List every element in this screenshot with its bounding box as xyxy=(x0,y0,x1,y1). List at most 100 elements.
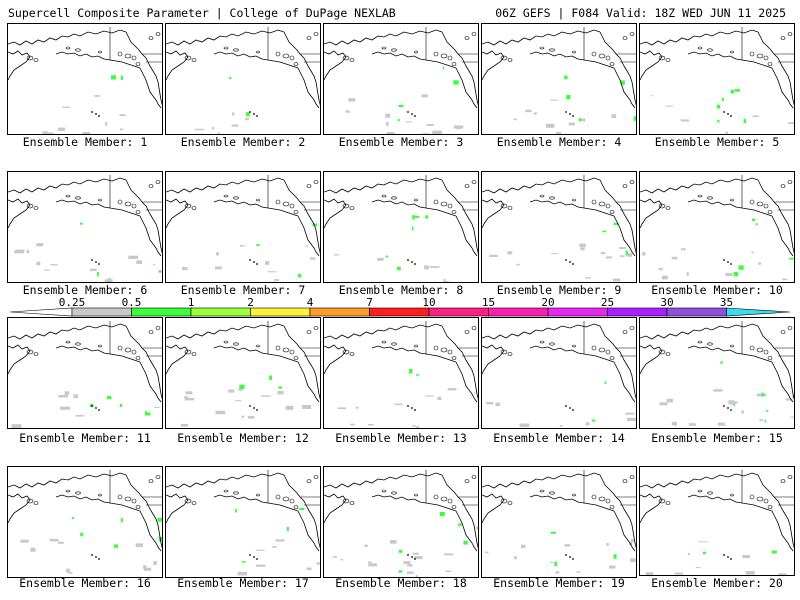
island-outline xyxy=(293,505,299,509)
island-outline xyxy=(629,475,635,479)
low-value-shading xyxy=(681,248,686,251)
low-value-shading xyxy=(355,406,359,409)
low-value-shading xyxy=(671,256,678,260)
island-outline xyxy=(440,347,448,353)
island-outline xyxy=(433,494,439,500)
island-outline xyxy=(727,556,729,558)
island-outline xyxy=(622,36,628,40)
coastline xyxy=(166,493,189,524)
island-outline xyxy=(658,203,666,209)
map-panel xyxy=(639,317,795,429)
island-outline xyxy=(665,58,671,62)
coastline xyxy=(640,198,663,229)
moderate-value-shading xyxy=(145,411,147,416)
map-basemap xyxy=(482,27,636,134)
low-value-shading xyxy=(394,403,403,406)
low-value-shading xyxy=(568,122,575,126)
coastline xyxy=(599,179,636,254)
island-outline xyxy=(723,554,725,556)
low-value-shading xyxy=(240,245,245,247)
island-outline xyxy=(98,263,100,265)
coastline xyxy=(599,31,636,106)
coastline xyxy=(529,199,615,217)
map-basemap xyxy=(8,321,162,428)
low-value-shading xyxy=(782,278,787,281)
island-outline xyxy=(289,349,295,355)
low-value-shading xyxy=(105,122,108,126)
island-outline xyxy=(447,498,453,504)
colorbar-segment xyxy=(488,307,549,317)
coastline xyxy=(441,31,478,106)
island-outline xyxy=(155,326,161,330)
low-value-shading xyxy=(368,424,374,426)
coastline xyxy=(139,67,162,109)
island-outline xyxy=(124,201,132,207)
island-outline xyxy=(763,55,769,61)
island-outline xyxy=(471,326,477,330)
island-outline xyxy=(253,407,255,409)
moderate-value-shading xyxy=(425,215,429,219)
island-outline xyxy=(609,356,615,360)
moderate-value-shading xyxy=(80,222,83,225)
island-outline xyxy=(622,479,628,483)
island-outline xyxy=(282,347,290,353)
map-panel xyxy=(323,317,479,429)
low-value-shading xyxy=(128,255,138,259)
coastline xyxy=(297,510,320,552)
low-value-shading xyxy=(513,118,517,121)
low-value-shading xyxy=(412,552,419,555)
moderate-value-shading xyxy=(765,410,769,412)
moderate-value-shading xyxy=(385,255,388,258)
low-value-shading xyxy=(68,572,73,574)
low-value-shading xyxy=(627,417,636,422)
coastline xyxy=(613,361,636,403)
island-outline xyxy=(591,51,597,57)
low-value-shading xyxy=(104,279,113,282)
coastline xyxy=(139,361,162,403)
coastline xyxy=(455,510,478,552)
low-value-shading xyxy=(443,278,446,282)
island-outline xyxy=(117,494,123,500)
map-panel xyxy=(323,171,479,283)
island-outline xyxy=(26,498,34,504)
island-outline xyxy=(414,263,416,265)
low-value-shading xyxy=(416,426,420,428)
island-outline xyxy=(569,407,571,409)
island-outline xyxy=(411,113,413,115)
moderate-value-shading xyxy=(733,403,736,407)
moderate-value-shading xyxy=(72,517,75,520)
low-value-shading xyxy=(619,247,627,249)
moderate-value-shading xyxy=(551,531,556,534)
map-panel xyxy=(481,317,637,429)
panel-caption: Ensemble Member: 19 xyxy=(493,576,625,590)
moderate-value-shading xyxy=(442,66,445,70)
coastline xyxy=(55,345,141,363)
island-outline xyxy=(780,36,786,40)
island-outline xyxy=(275,345,281,351)
island-outline xyxy=(26,203,34,209)
moderate-value-shading xyxy=(733,271,739,277)
island-outline xyxy=(256,493,260,497)
island-outline xyxy=(381,194,387,198)
coastline xyxy=(139,510,162,552)
coastline xyxy=(283,474,320,549)
island-outline xyxy=(433,199,439,205)
coastline xyxy=(757,474,794,549)
island-outline xyxy=(293,62,299,66)
island-outline xyxy=(665,501,671,505)
coastline xyxy=(125,325,162,400)
low-value-shading xyxy=(20,539,29,543)
island-outline xyxy=(549,491,555,495)
moderate-value-shading xyxy=(751,218,756,222)
island-outline xyxy=(749,199,755,205)
low-value-shading xyxy=(445,281,450,282)
low-value-shading xyxy=(785,398,792,401)
island-outline xyxy=(91,111,93,113)
coastline xyxy=(213,199,299,217)
low-value-shading xyxy=(725,273,733,277)
low-value-shading xyxy=(659,402,668,406)
low-value-shading xyxy=(94,95,100,97)
island-outline xyxy=(282,201,290,207)
coastline xyxy=(125,179,162,254)
island-outline xyxy=(598,347,606,353)
